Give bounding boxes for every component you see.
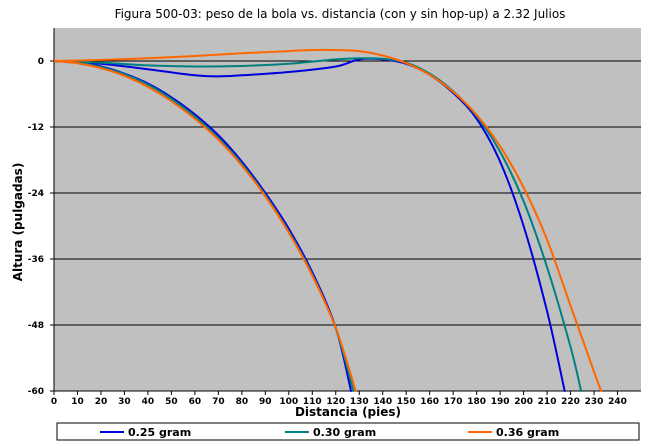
x-tick-label-20: 200 <box>514 397 533 407</box>
x-tick-label-24: 240 <box>608 397 627 407</box>
legend-label-1: 0.30 gram <box>313 426 376 439</box>
x-axis-ticks: 0 10 20 30 40 50 60 70 80 90 100 110 120 130 140 150 160… <box>51 391 627 407</box>
x-tick-label-4: 40 <box>142 397 155 407</box>
y-axis-ticks: 0 -12 -24 -36 -48 -60 <box>28 57 54 397</box>
chart-title: Figura 500-03: peso de la bola vs. dista… <box>115 7 566 21</box>
x-tick-label-14: 140 <box>373 397 392 407</box>
x-tick-label-17: 170 <box>444 397 463 407</box>
x-tick-label-7: 70 <box>212 397 225 407</box>
x-tick-label-23: 230 <box>585 397 604 407</box>
x-tick-label-8: 80 <box>236 397 249 407</box>
y-tick-label-4: -48 <box>28 321 44 331</box>
x-tick-label-21: 210 <box>538 397 557 407</box>
y-tick-label-3: -36 <box>28 255 44 265</box>
x-tick-label-9: 90 <box>259 397 272 407</box>
y-tick-label-0: 0 <box>38 57 44 67</box>
axes <box>53 28 641 392</box>
x-tick-label-6: 60 <box>189 397 202 407</box>
x-axis-title: Distancia (pies) <box>295 405 401 419</box>
y-tick-label-5: -60 <box>28 387 44 397</box>
x-tick-label-15: 150 <box>397 397 416 407</box>
legend-box <box>56 422 640 441</box>
series-line-2-hopup <box>53 48 603 392</box>
x-tick-label-5: 50 <box>165 397 178 407</box>
x-tick-label-13: 130 <box>350 397 369 407</box>
x-tick-label-18: 180 <box>467 397 486 407</box>
series-line-2-no-hopup <box>53 60 357 392</box>
legend-label-2: 0.36 gram <box>496 426 559 439</box>
y-tick-label-2: -24 <box>28 189 44 199</box>
x-tick-label-12: 120 <box>326 397 345 407</box>
series-layer <box>53 48 603 392</box>
x-tick-label-16: 160 <box>420 397 439 407</box>
x-tick-label-3: 30 <box>118 397 131 407</box>
x-tick-label-2: 20 <box>95 397 108 407</box>
y-axis-title: Altura (pulgadas) <box>11 163 25 282</box>
x-tick-label-11: 110 <box>303 397 322 407</box>
x-tick-label-0: 0 <box>51 397 57 407</box>
legend: 0.25 gram 0.30 gram 0.36 gram <box>56 422 640 441</box>
legend-label-0: 0.25 gram <box>128 426 191 439</box>
y-tick-label-1: -12 <box>28 123 44 133</box>
x-tick-label-22: 220 <box>561 397 580 407</box>
x-tick-label-19: 190 <box>491 397 510 407</box>
x-tick-label-1: 10 <box>71 397 84 407</box>
x-tick-label-10: 100 <box>279 397 298 407</box>
series-0-36-gram <box>53 48 603 392</box>
